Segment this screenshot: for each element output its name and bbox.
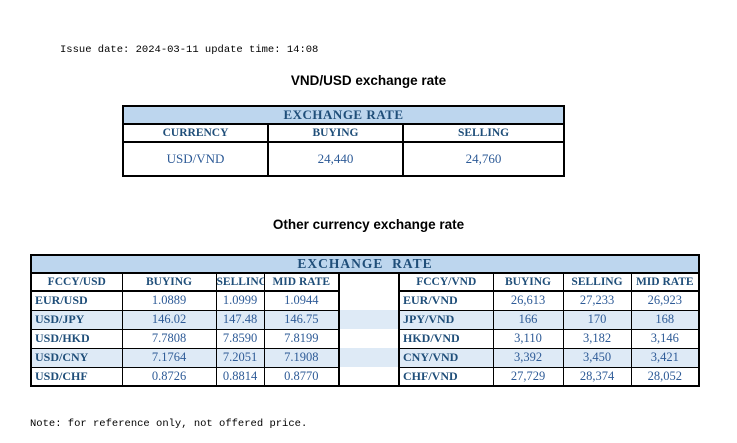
column-header-mid-rate: MID RATE [630,272,700,292]
column-header-fccy-usd: FCCY/USD [30,272,123,292]
rate-value-cell: 3,182 [562,328,632,349]
column-header-buying: BUYING [492,272,564,292]
currency-pair-cell: EUR/VND [398,290,494,311]
spacer-cell [338,273,400,291]
column-header-currency: CURRENCY [122,123,269,143]
rate-value-cell: 0.8814 [215,366,265,387]
rate-value-cell: 1.0944 [263,290,340,311]
spacer-cell [338,367,400,386]
rate-value-cell: 168 [630,309,700,330]
rate-value-cell: 7.8199 [263,328,340,349]
column-header-buying: BUYING [121,272,217,292]
rate-value-cell: 27,729 [492,366,564,387]
vnd-usd-rate-table: EXCHANGE RATE CURRENCY BUYING SELLING US… [121,105,566,177]
rate-value-cell: 7.2051 [215,347,265,368]
column-header-selling: SELLING [562,272,632,292]
table-title-row: EXCHANGE RATE [121,105,566,125]
column-header-mid-rate: MID RATE [263,272,340,292]
currency-pair-cell: CHF/VND [398,366,494,387]
rate-value-cell: 3,421 [630,347,700,368]
rate-value-cell: 24,760 [401,141,566,177]
rate-value-cell: 26,923 [630,290,700,311]
table-row: USD/CHF 0.8726 0.8814 0.8770 CHF/VND 27,729 28… [30,366,700,387]
rate-value-cell: 1.0999 [215,290,265,311]
currency-pair-cell: USD/JPY [30,309,123,330]
rate-value-cell: 0.8726 [121,366,217,387]
table-row: USD/HKD 7.7808 7.8590 7.8199 HKD/VND 3,110 3,1… [30,328,700,349]
currency-pair-cell: EUR/USD [30,290,123,311]
column-header-fccy-vnd: FCCY/VND [398,272,494,292]
rate-value-cell: 1.0889 [121,290,217,311]
table-row: USD/CNY 7.1764 7.2051 7.1908 CNY/VND 3,392 3,4… [30,347,700,368]
rate-value-cell: 3,450 [562,347,632,368]
note-line: Note: for reference only, not offered pr… [30,418,308,430]
rate-value-cell: 166 [492,309,564,330]
table-title-cell: EXCHANGE RATE [121,105,566,125]
rate-value-cell: 146.75 [263,309,340,330]
table-title-cell: EXCHANGE RATE [30,254,700,274]
rate-value-cell: 7.1764 [121,347,217,368]
rate-value-cell: 27,233 [562,290,632,311]
rate-value-cell: 7.1908 [263,347,340,368]
currency-pair-cell: USD/CHF [30,366,123,387]
rate-value-cell: 146.02 [121,309,217,330]
rate-value-cell: 28,374 [562,366,632,387]
column-header-selling: SELLING [401,123,566,143]
currency-pair-cell: USD/VND [122,141,269,177]
rate-value-cell: 7.8590 [215,328,265,349]
currency-pair-cell: JPY/VND [398,309,494,330]
currency-pair-cell: CNY/VND [398,347,494,368]
spacer-cell [338,310,400,329]
column-header-row: FCCY/USD BUYING SELLING MID RATE FCCY/VND BUY… [30,272,700,292]
rate-value-cell: 3,146 [630,328,700,349]
rate-value-cell: 0.8770 [263,366,340,387]
column-header-buying: BUYING [267,123,404,143]
rate-value-cell: 24,440 [267,141,404,177]
rate-value-cell: 28,052 [630,366,700,387]
table-title-row: EXCHANGE RATE [30,254,700,274]
spacer-cell [338,329,400,348]
other-rates-table: EXCHANGE RATE FCCY/USD BUYING SELLING MID R… [30,254,701,387]
rate-value-cell: 170 [562,309,632,330]
rate-value-cell: 3,392 [492,347,564,368]
currency-pair-cell: HKD/VND [398,328,494,349]
issue-date-line: Issue date: 2024-03-11 update time: 14:0… [60,44,319,56]
currency-pair-cell: USD/HKD [30,328,123,349]
other-currency-section-title: Other currency exchange rate [272,217,465,232]
rate-value-cell: 147.48 [215,309,265,330]
currency-pair-cell: USD/CNY [30,347,123,368]
column-header-row: CURRENCY BUYING SELLING [122,123,566,143]
spacer-cell [338,348,400,367]
vnd-usd-section-title: VND/USD exchange rate [290,73,447,88]
other-rates-tbody: EUR/USD 1.0889 1.0999 1.0944 EUR/VND 26,613 27… [30,290,700,387]
table-row: USD/VND 24,440 24,760 [122,141,566,177]
rate-value-cell: 3,110 [492,328,564,349]
table-row: EUR/USD 1.0889 1.0999 1.0944 EUR/VND 26,613 27… [30,290,700,311]
rate-value-cell: 7.7808 [121,328,217,349]
rate-value-cell: 26,613 [492,290,564,311]
spacer-cell [338,291,400,310]
table-row: USD/JPY 146.02 147.48 146.75 JPY/VND 166 170 16… [30,309,700,330]
column-header-selling: SELLING [215,272,265,292]
